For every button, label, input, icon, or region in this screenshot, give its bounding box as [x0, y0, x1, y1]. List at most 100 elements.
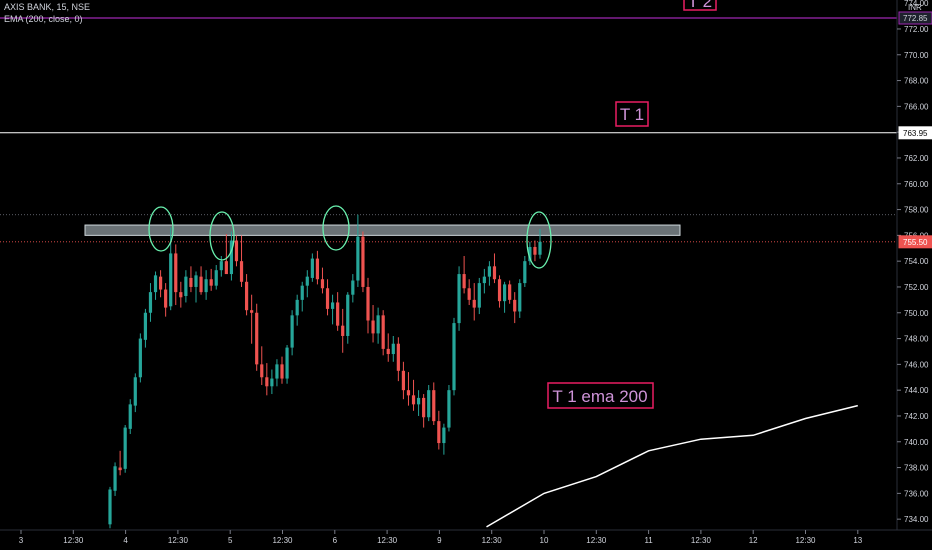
- candle-body: [325, 288, 330, 309]
- candle-body: [239, 261, 244, 282]
- time-tick-label: 6: [333, 536, 338, 545]
- candle-body: [502, 284, 507, 302]
- candle-body: [265, 377, 269, 387]
- candle-body: [351, 280, 355, 295]
- price-tick-label: 772.00: [904, 25, 929, 34]
- t2-price-tag-bg: [898, 11, 932, 25]
- time-tick-label: 12: [749, 536, 758, 545]
- candle-body: [179, 292, 183, 298]
- candle-body: [336, 302, 340, 326]
- candle-body: [422, 397, 426, 418]
- time-tick-label: 12:30: [63, 536, 84, 545]
- candle-body: [164, 289, 168, 308]
- candle-body: [427, 390, 431, 418]
- candle-body: [361, 236, 365, 287]
- candle-body: [174, 253, 178, 293]
- candle-body: [315, 258, 320, 280]
- price-tick-label: 736.00: [904, 489, 929, 498]
- candle-body: [432, 390, 436, 422]
- price-tick-label: 770.00: [904, 51, 929, 60]
- candle-body: [482, 276, 486, 284]
- candle-body: [138, 338, 142, 378]
- price-tick-label: 742.00: [904, 412, 929, 421]
- candle-body: [128, 404, 132, 429]
- t1-price-tag-bg: [898, 126, 932, 140]
- ema-200-line: [486, 404, 858, 528]
- price-tick-label: 748.00: [904, 335, 929, 344]
- price-tick-label: 758.00: [904, 206, 929, 215]
- price-tick-label: 766.00: [904, 102, 929, 111]
- candle-body: [224, 261, 228, 275]
- time-tick-label: 4: [123, 536, 128, 545]
- candle-body: [194, 275, 198, 287]
- candle-body: [528, 246, 532, 262]
- time-tick-label: 3: [19, 536, 24, 545]
- candle-body: [285, 347, 289, 379]
- touch-circle: [322, 205, 350, 251]
- t2-label-box: [683, 0, 717, 11]
- t2-label: T 2: [688, 0, 712, 11]
- candle-body: [492, 266, 497, 280]
- candle-body: [153, 275, 158, 293]
- candle-body: [229, 240, 234, 275]
- candle-body: [133, 377, 137, 406]
- candle-body: [295, 299, 299, 316]
- time-tick-label: 12:30: [586, 536, 607, 545]
- candle-body: [346, 294, 350, 336]
- time-tick-label: 9: [437, 536, 442, 545]
- candle-body: [457, 274, 461, 324]
- price-tick-label: 762.00: [904, 154, 929, 163]
- symbol-legend[interactable]: AXIS BANK, 15, NSE: [4, 2, 91, 12]
- last-price-tag-bg: [898, 235, 932, 249]
- candle-body: [143, 312, 148, 340]
- candle-body: [442, 427, 446, 444]
- time-tick-label: 13: [853, 536, 862, 545]
- candle-body: [497, 279, 502, 302]
- candle-body: [234, 240, 239, 262]
- candle-body: [518, 283, 522, 312]
- price-tick-label: 768.00: [904, 77, 929, 86]
- candle-body: [169, 253, 173, 307]
- candle-body: [290, 315, 294, 348]
- t2-price-tag: 772.85: [903, 14, 928, 23]
- t1-price-tag: 763.95: [903, 129, 928, 138]
- candle-body: [158, 276, 163, 290]
- candle-body: [280, 364, 284, 379]
- t1-label: T 1: [620, 105, 644, 124]
- candle-body: [376, 315, 380, 334]
- time-tick-label: 11: [644, 536, 653, 545]
- touch-circle: [526, 211, 552, 269]
- candle-body: [371, 320, 375, 334]
- candle-body: [533, 246, 537, 255]
- price-tick-label: 744.00: [904, 386, 929, 395]
- price-tick-label: 760.00: [904, 180, 929, 189]
- candle-body: [209, 279, 213, 286]
- touch-circle: [148, 206, 174, 252]
- time-tick-label: 5: [228, 536, 233, 545]
- candle-body: [356, 236, 360, 281]
- t1-label-box: [615, 101, 649, 127]
- candle-body: [123, 427, 127, 469]
- candle-body: [447, 390, 451, 428]
- candle-body: [477, 283, 481, 308]
- time-tick-label: 12:30: [795, 536, 816, 545]
- last-price-tag: 755.50: [903, 238, 928, 247]
- candle-body: [381, 315, 385, 349]
- candle-body: [320, 279, 325, 289]
- candle-body: [513, 299, 517, 312]
- candle-body: [330, 302, 335, 309]
- price-tick-label: 750.00: [904, 309, 929, 318]
- price-tick-label: 752.00: [904, 283, 929, 292]
- time-tick-label: 12:30: [691, 536, 712, 545]
- candle-body: [275, 364, 279, 379]
- candle-body: [411, 395, 416, 405]
- candle-body: [244, 281, 249, 311]
- candle-body: [341, 325, 345, 336]
- candle-body: [300, 285, 304, 300]
- time-tick-label: 12:30: [482, 536, 503, 545]
- time-tick-label: 12:30: [377, 536, 398, 545]
- touch-circle: [209, 211, 235, 261]
- ema-indicator-legend[interactable]: EMA (200, close, 0): [4, 14, 83, 24]
- candle-body: [467, 288, 471, 300]
